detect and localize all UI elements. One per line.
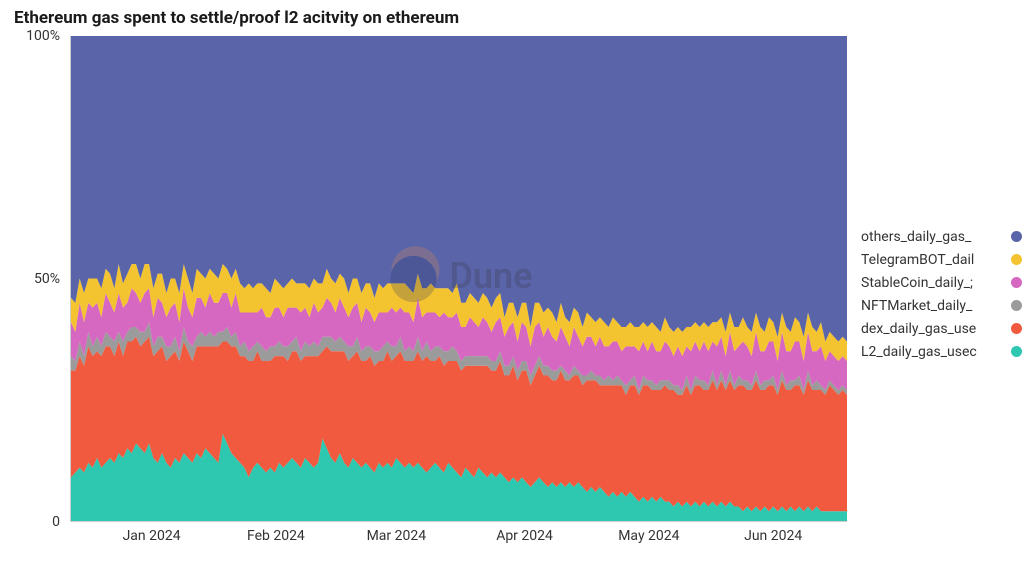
x-tick-label: Feb 2024 <box>247 528 305 544</box>
legend-item[interactable]: others_daily_gas_ <box>861 229 1022 245</box>
legend-label: dex_daily_gas_use <box>861 321 1005 337</box>
chart-container: Ethereum gas spent to settle/proof l2 ac… <box>0 0 1032 564</box>
x-tick-label: Jan 2024 <box>123 528 181 544</box>
y-tick-label: 0 <box>52 514 60 530</box>
legend-item[interactable]: NFTMarket_daily_ <box>861 298 1022 314</box>
legend-label: NFTMarket_daily_ <box>861 298 1005 314</box>
legend-label: StableCoin_daily_; <box>861 275 1005 291</box>
legend-label: L2_daily_gas_usec <box>861 344 1005 360</box>
legend-swatch <box>1011 231 1022 242</box>
plot-svg-wrap: Dune <box>70 36 847 522</box>
legend: others_daily_gas_ TelegramBOT_dail StableC… <box>847 36 1022 552</box>
stacked-area-svg <box>71 36 847 521</box>
x-tick-label: May 2024 <box>618 528 679 544</box>
legend-label: others_daily_gas_ <box>861 229 1005 245</box>
y-tick-label: 100% <box>26 28 60 44</box>
y-axis: 050%100% <box>10 36 70 552</box>
legend-swatch <box>1011 300 1022 311</box>
plot-legend-wrap: Dune Jan 2024 Feb 2024 Mar 2024 Apr 2024 May… <box>70 36 1022 552</box>
legend-label: TelegramBOT_dail <box>861 252 1005 268</box>
legend-swatch <box>1011 346 1022 357</box>
legend-item[interactable]: L2_daily_gas_usec <box>861 344 1022 360</box>
legend-item[interactable]: TelegramBOT_dail <box>861 252 1022 268</box>
plot-area: Dune Jan 2024 Feb 2024 Mar 2024 Apr 2024 May… <box>70 36 847 552</box>
chart-body: 050%100% Dune Jan 2024Feb 2024Mar 2024Ap… <box>10 36 1022 552</box>
legend-swatch <box>1011 277 1022 288</box>
x-tick-label: Jun 2024 <box>744 528 802 544</box>
y-tick-label: 50% <box>34 271 60 287</box>
x-tick-label: Apr 2024 <box>496 528 553 544</box>
x-axis: Jan 2024 Feb 2024 Mar 2024 Apr 2024 May 2024… <box>70 522 847 552</box>
x-tick-label: Mar 2024 <box>367 528 427 544</box>
legend-swatch <box>1011 254 1022 265</box>
legend-item[interactable]: StableCoin_daily_; <box>861 275 1022 291</box>
chart-title: Ethereum gas spent to settle/proof l2 ac… <box>10 8 1022 28</box>
legend-item[interactable]: dex_daily_gas_use <box>861 321 1022 337</box>
legend-swatch <box>1011 323 1022 334</box>
